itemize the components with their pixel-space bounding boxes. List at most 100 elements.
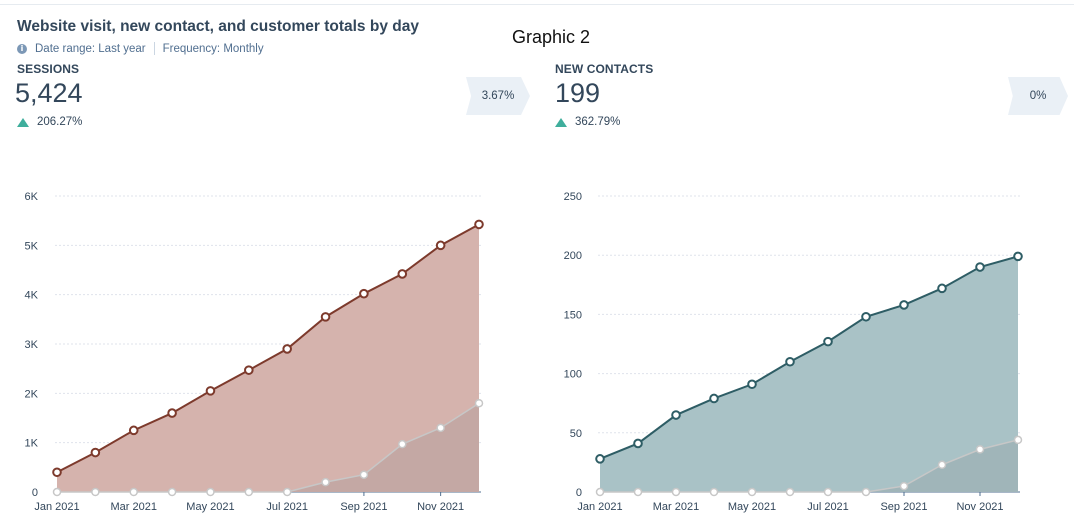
sessions-x-tick-label: Jul 2021 (266, 501, 308, 513)
contacts-primary-point[interactable] (937, 283, 947, 294)
frequency-label: Frequency: Monthly (162, 42, 264, 55)
sessions-primary-point[interactable] (435, 240, 446, 251)
contacts-secondary-point[interactable] (861, 487, 871, 497)
contacts-secondary-point[interactable] (1013, 435, 1023, 445)
sessions-primary-point[interactable] (52, 467, 62, 478)
sessions-conversion-badge: 3.67% (466, 77, 530, 115)
contacts-change-value: 362.79% (575, 116, 621, 128)
sessions-primary-area (57, 224, 479, 492)
contacts-secondary-point[interactable] (595, 487, 605, 497)
contacts-x-tick-label: Nov 2021 (956, 501, 1003, 513)
contacts-y-tick-label: 250 (564, 191, 582, 203)
contacts-metric-value: 199 (555, 78, 601, 108)
sessions-y-tick-label: 1K (25, 438, 39, 450)
contacts-primary-area (600, 256, 1018, 492)
contacts-y-tick-label: 50 (570, 428, 582, 440)
sessions-y-tick-label: 3K (25, 339, 39, 351)
sessions-primary-point[interactable] (397, 269, 408, 279)
sessions-x-tick-label: Nov 2021 (417, 501, 464, 513)
contacts-primary-point[interactable] (823, 336, 833, 347)
contacts-secondary-point[interactable] (823, 487, 833, 497)
contacts-secondary-point[interactable] (633, 487, 643, 497)
sessions-x-tick-label: Mar 2021 (110, 501, 156, 513)
sessions-secondary-line (57, 402, 480, 493)
sessions-secondary-point[interactable] (129, 487, 138, 497)
contacts-primary-point[interactable] (861, 311, 871, 322)
contacts-primary-point[interactable] (595, 454, 605, 464)
sessions-secondary-point[interactable] (436, 423, 445, 433)
report-meta: i Date range: Last year Frequency: Month… (17, 42, 264, 55)
sessions-change-value: 206.27% (37, 116, 83, 128)
sessions-secondary-point[interactable] (206, 487, 215, 497)
contacts-primary-point[interactable] (633, 438, 643, 449)
contacts-y-tick-label: 150 (564, 309, 582, 321)
contacts-x-tick-label: May 2021 (728, 501, 776, 513)
sessions-area-chart: 0 1K 2K 3K 4K 5K 6K Jan 2021 Mar 2021 May 2021 Jul… (25, 191, 484, 513)
sessions-primary-point[interactable] (282, 344, 292, 354)
contacts-primary-point[interactable] (671, 410, 681, 420)
sessions-x-tick-label: Sep 2021 (340, 501, 387, 513)
info-icon[interactable]: i (17, 43, 27, 54)
sessions-secondary-point[interactable] (321, 477, 330, 487)
contacts-secondary-point[interactable] (671, 487, 681, 497)
contacts-secondary-point[interactable] (709, 487, 719, 497)
contacts-secondary-line (600, 439, 1019, 493)
sessions-metric-label: SESSIONS (17, 62, 80, 76)
sessions-change: 206.27% (17, 116, 82, 128)
sessions-primary-point[interactable] (320, 312, 331, 322)
trend-up-icon (555, 117, 567, 127)
date-range-label: Date range: Last year (35, 42, 146, 55)
contacts-y-tick-label: 0 (576, 487, 582, 499)
contacts-primary-point[interactable] (975, 262, 985, 272)
sessions-primary-line (56, 223, 480, 474)
contacts-secondary-point[interactable] (975, 445, 985, 454)
report-title: Website visit, new contact, and customer… (17, 18, 419, 35)
contacts-x-tick-label: Jan 2021 (577, 501, 622, 513)
sessions-secondary-point[interactable] (359, 470, 369, 479)
contacts-metric-label: NEW CONTACTS (555, 62, 654, 76)
contacts-primary-point[interactable] (899, 300, 909, 310)
sessions-y-tick-label: 0 (32, 487, 38, 499)
sessions-primary-point[interactable] (128, 425, 139, 436)
sessions-y-tick-label: 6K (25, 191, 39, 203)
sessions-secondary-point[interactable] (167, 487, 177, 497)
contacts-x-tick-label: Mar 2021 (653, 501, 699, 513)
sessions-secondary-point[interactable] (474, 398, 484, 408)
sessions-y-tick-label: 2K (25, 388, 39, 400)
contacts-y-tick-label: 200 (564, 250, 582, 262)
contacts-primary-point[interactable] (785, 356, 795, 367)
sessions-secondary-point[interactable] (91, 487, 100, 497)
sessions-metric-value: 5,424 (15, 78, 83, 108)
sessions-x-tick-label: May 2021 (186, 501, 234, 513)
sessions-primary-point[interactable] (474, 219, 484, 230)
sessions-primary-point[interactable] (359, 288, 369, 299)
contacts-primary-point[interactable] (747, 379, 757, 390)
sessions-secondary-point[interactable] (398, 439, 407, 449)
sessions-secondary-point[interactable] (282, 487, 292, 497)
card-top-border (0, 4, 1074, 5)
contacts-secondary-point[interactable] (937, 460, 947, 470)
contacts-conversion-badge: 0% (1008, 77, 1068, 115)
contacts-primary-point[interactable] (709, 393, 719, 404)
graphic-annotation: Graphic 2 (512, 27, 591, 47)
sessions-secondary-point[interactable] (52, 487, 62, 497)
contacts-secondary-point[interactable] (899, 481, 909, 491)
sessions-primary-point[interactable] (205, 386, 216, 396)
contacts-y-tick-label: 100 (564, 369, 582, 381)
sessions-primary-point[interactable] (90, 447, 101, 458)
sessions-secondary-point[interactable] (244, 487, 254, 497)
sessions-y-tick-label: 5K (25, 240, 39, 252)
contacts-x-tick-label: Sep 2021 (880, 501, 927, 513)
contacts-secondary-point[interactable] (785, 487, 795, 497)
contacts-area-chart: 0 50 100 150 200 250 Jan 2021 Mar 2021 May 2021 J… (564, 191, 1023, 513)
sessions-secondary-area (57, 403, 479, 492)
sessions-primary-point[interactable] (167, 408, 177, 418)
trend-up-icon (17, 117, 29, 127)
contacts-primary-point[interactable] (1013, 251, 1023, 262)
contacts-secondary-area (600, 439, 1018, 492)
contacts-secondary-point[interactable] (747, 487, 757, 497)
meta-divider (153, 42, 155, 55)
sessions-x-tick-label: Jan 2021 (34, 501, 79, 513)
sessions-primary-point[interactable] (244, 365, 254, 375)
contacts-primary-line (599, 255, 1019, 460)
